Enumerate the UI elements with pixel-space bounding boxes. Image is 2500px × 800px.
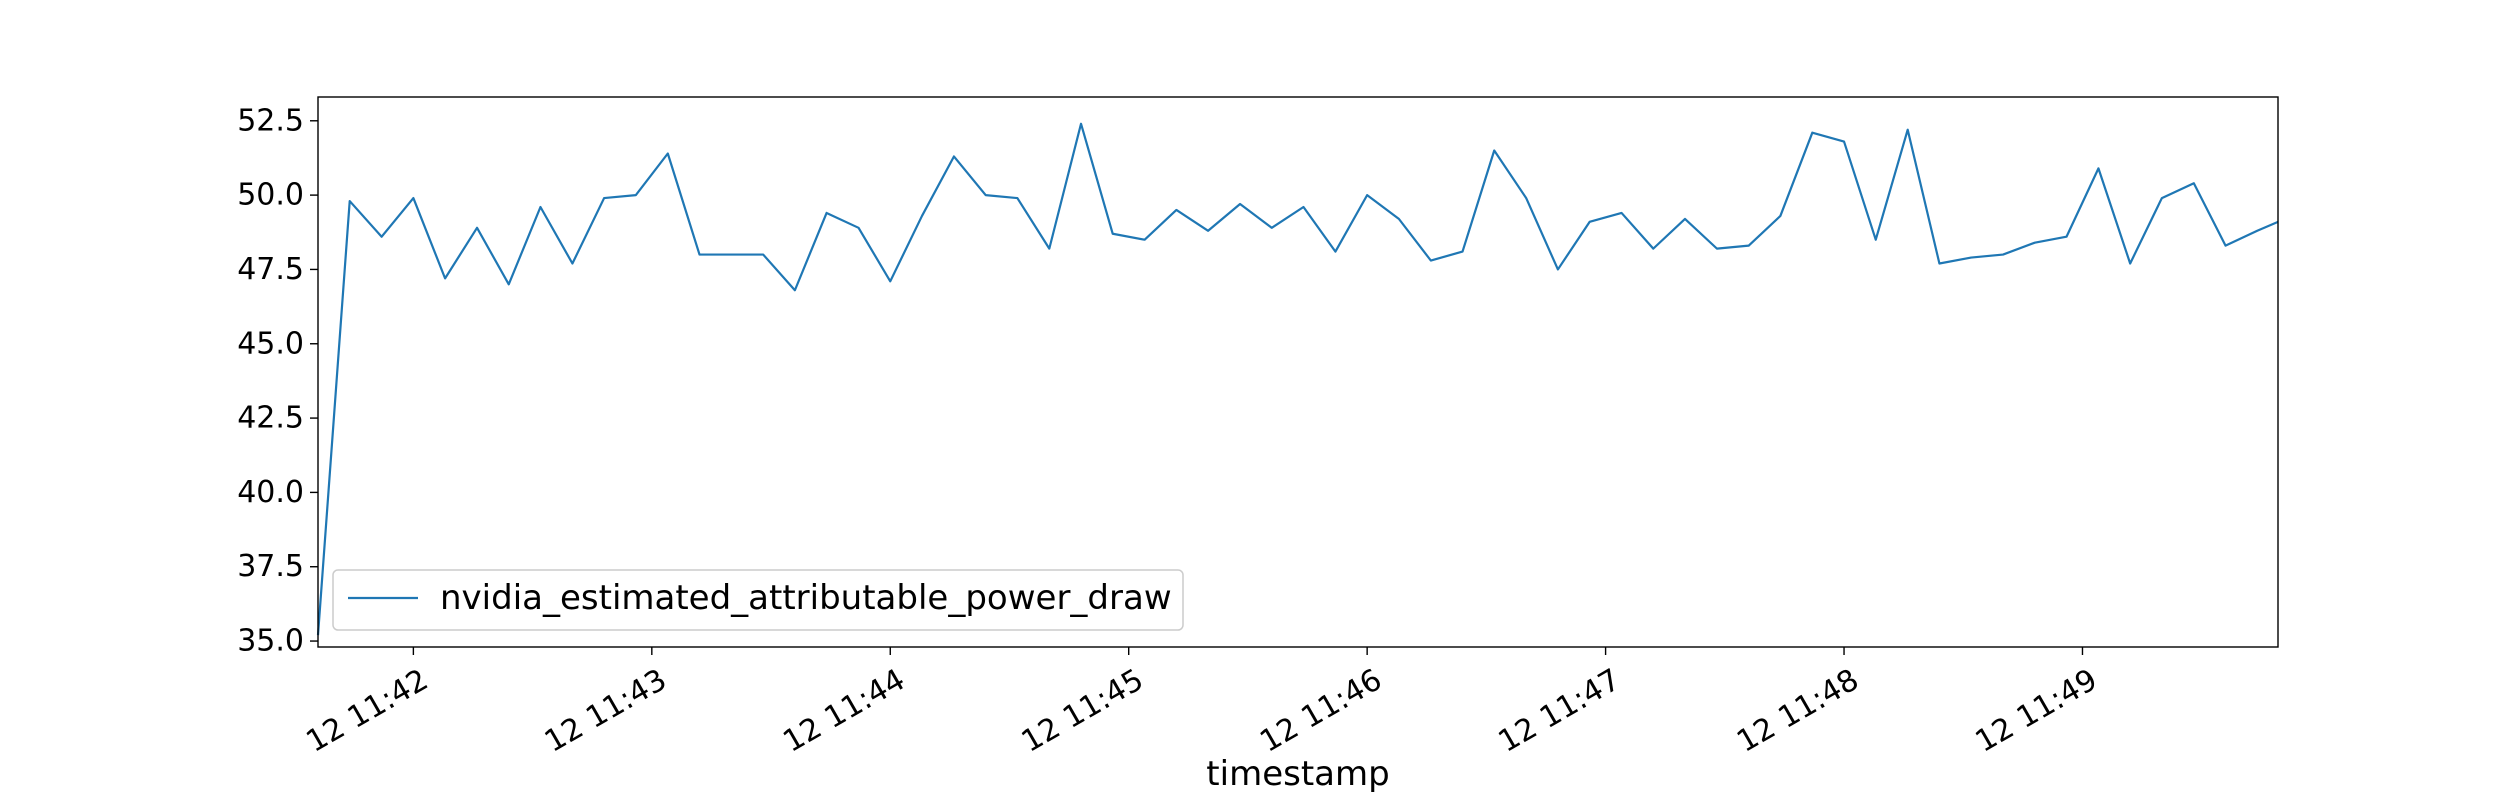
y-tick-label: 47.5 bbox=[237, 252, 304, 287]
y-tick-label: 50.0 bbox=[237, 178, 304, 213]
series-line-0 bbox=[316, 122, 2279, 636]
y-tick-label: 40.0 bbox=[237, 475, 304, 510]
y-tick-label: 45.0 bbox=[237, 326, 304, 361]
legend-label: nvidia_estimated_attributable_power_draw bbox=[440, 578, 1172, 618]
plot-frame bbox=[317, 96, 2279, 648]
y-tick-label: 42.5 bbox=[237, 401, 304, 436]
y-tick-label: 35.0 bbox=[237, 624, 304, 659]
y-axis: 35.0 37.5 40.0 42.5 45.0 47.5 50.0 52.5 bbox=[237, 103, 318, 659]
legend-box bbox=[332, 569, 1184, 631]
legend: nvidia_estimated_attributable_power_draw bbox=[332, 569, 1184, 631]
x-axis-label: timestamp bbox=[1206, 754, 1389, 794]
series-layer bbox=[316, 122, 2279, 636]
y-tick-label: 52.5 bbox=[237, 103, 304, 138]
y-tick-label: 37.5 bbox=[237, 549, 304, 584]
